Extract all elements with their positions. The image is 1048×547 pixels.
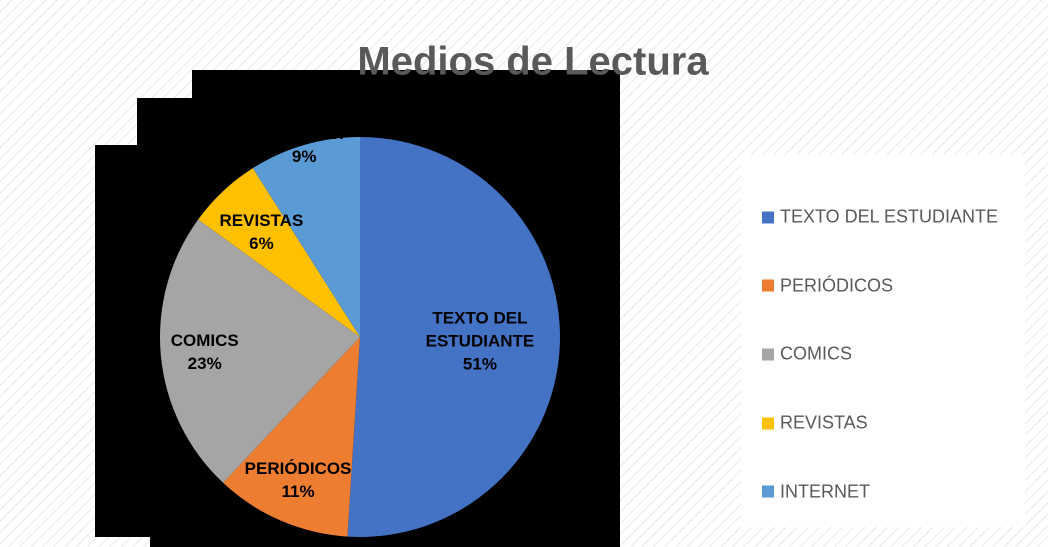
data-label-value: 11% (281, 482, 315, 502)
data-label-value: 23% (187, 353, 222, 373)
data-label-category: PERIÓDICOS (244, 459, 352, 479)
legend-entry: INTERNET (762, 481, 870, 502)
pie (160, 137, 560, 537)
legend-label: COMICS (780, 343, 852, 364)
data-label: PERIÓDICOS 11% (223, 457, 373, 503)
data-label-value: 51% (462, 354, 497, 374)
pie-slice (223, 337, 360, 537)
data-label: INTERNET 9% (229, 122, 379, 168)
pie-slice (160, 219, 360, 483)
legend-entry: TEXTO DEL ESTUDIANTE (762, 207, 998, 228)
legend-swatch (762, 485, 774, 498)
chart-title: Medios de Lectura (357, 39, 709, 84)
legend-label: INTERNET (780, 481, 870, 502)
legend-swatch (762, 348, 774, 361)
pie-slice (347, 137, 560, 537)
pie-slice (252, 137, 360, 337)
pie-slice (198, 168, 360, 337)
legend-label: TEXTO DEL ESTUDIANTE (780, 206, 999, 227)
legend-swatch (762, 279, 774, 292)
legend-entry: REVISTAS (762, 413, 868, 434)
legend: TEXTO DEL ESTUDIANTE PERIÓDICOS COMICS REVI… (741, 155, 1025, 527)
legend-label: PERIÓDICOS (780, 275, 894, 296)
legend-swatch (762, 211, 774, 223)
data-label: REVISTAS 6% (186, 209, 336, 255)
data-label-category: TEXTO DEL ESTUDIANTE (425, 308, 535, 351)
data-label-category: REVISTAS (219, 211, 304, 231)
legend-label: REVISTAS (780, 412, 868, 433)
data-label-category: INTERNET (261, 123, 347, 143)
data-label: COMICS 23% (130, 329, 280, 375)
legend-swatch (762, 417, 774, 430)
data-label-value: 6% (249, 234, 274, 254)
data-label-value: 9% (291, 146, 317, 166)
legend-entry: COMICS (762, 344, 852, 365)
data-label: TEXTO DEL ESTUDIANTE 51% (405, 306, 555, 375)
legend-entry: PERIÓDICOS (762, 275, 893, 296)
data-label-category: COMICS (170, 330, 239, 350)
